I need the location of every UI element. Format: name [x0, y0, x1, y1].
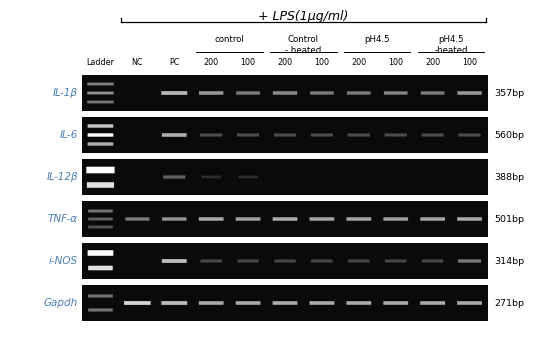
FancyBboxPatch shape	[201, 176, 221, 179]
Bar	[82, 159, 488, 195]
Text: TNF-α: TNF-α	[48, 214, 78, 224]
Text: 314bp: 314bp	[494, 256, 524, 266]
Text: 501bp: 501bp	[494, 214, 524, 223]
Text: 388bp: 388bp	[494, 173, 524, 182]
FancyBboxPatch shape	[348, 133, 370, 136]
FancyBboxPatch shape	[420, 217, 445, 221]
FancyBboxPatch shape	[161, 91, 187, 95]
FancyBboxPatch shape	[199, 91, 224, 95]
Text: 100: 100	[462, 58, 477, 67]
FancyBboxPatch shape	[385, 260, 407, 262]
FancyBboxPatch shape	[309, 217, 334, 221]
Text: 200: 200	[278, 58, 293, 67]
FancyBboxPatch shape	[274, 260, 296, 262]
FancyBboxPatch shape	[311, 133, 333, 136]
Text: Gapdh: Gapdh	[44, 298, 78, 308]
FancyBboxPatch shape	[87, 142, 113, 146]
FancyBboxPatch shape	[347, 217, 371, 221]
FancyBboxPatch shape	[88, 226, 113, 228]
Text: 100: 100	[388, 58, 403, 67]
FancyBboxPatch shape	[457, 301, 482, 305]
FancyBboxPatch shape	[162, 259, 187, 263]
Text: 200: 200	[351, 58, 366, 67]
Text: 357bp: 357bp	[494, 88, 524, 97]
Text: pH4.5
-heated: pH4.5 -heated	[434, 35, 468, 55]
FancyBboxPatch shape	[235, 217, 260, 221]
Text: Ladder: Ladder	[86, 58, 114, 67]
FancyBboxPatch shape	[347, 91, 370, 95]
FancyBboxPatch shape	[88, 294, 113, 298]
FancyBboxPatch shape	[88, 308, 113, 311]
FancyBboxPatch shape	[238, 260, 259, 262]
FancyBboxPatch shape	[87, 182, 114, 188]
Bar	[82, 243, 488, 279]
Bar	[82, 75, 488, 111]
Text: 200: 200	[204, 58, 219, 67]
FancyBboxPatch shape	[457, 217, 482, 221]
FancyBboxPatch shape	[273, 217, 298, 221]
FancyBboxPatch shape	[420, 301, 445, 305]
FancyBboxPatch shape	[88, 218, 113, 220]
FancyBboxPatch shape	[237, 133, 259, 136]
FancyBboxPatch shape	[199, 301, 224, 305]
Text: PC: PC	[169, 58, 179, 67]
FancyBboxPatch shape	[199, 217, 224, 221]
Text: pH4.5: pH4.5	[364, 35, 390, 44]
FancyBboxPatch shape	[311, 260, 333, 262]
FancyBboxPatch shape	[235, 301, 260, 305]
FancyBboxPatch shape	[200, 133, 222, 136]
FancyBboxPatch shape	[87, 101, 114, 103]
FancyBboxPatch shape	[274, 133, 296, 136]
FancyBboxPatch shape	[383, 217, 408, 221]
Bar	[82, 201, 488, 237]
FancyBboxPatch shape	[200, 260, 222, 262]
FancyBboxPatch shape	[124, 301, 151, 305]
FancyBboxPatch shape	[163, 175, 185, 179]
Text: 271bp: 271bp	[494, 299, 524, 308]
FancyBboxPatch shape	[162, 133, 187, 137]
FancyBboxPatch shape	[236, 91, 260, 95]
Text: 200: 200	[425, 58, 440, 67]
FancyBboxPatch shape	[87, 124, 113, 128]
FancyBboxPatch shape	[309, 301, 334, 305]
FancyBboxPatch shape	[422, 260, 443, 262]
FancyBboxPatch shape	[421, 91, 444, 95]
FancyBboxPatch shape	[125, 218, 150, 221]
Text: i-NOS: i-NOS	[49, 256, 78, 266]
Bar	[82, 117, 488, 153]
FancyBboxPatch shape	[383, 301, 408, 305]
Text: Control
- heated: Control - heated	[285, 35, 322, 55]
FancyBboxPatch shape	[310, 91, 334, 95]
FancyBboxPatch shape	[384, 133, 407, 136]
FancyBboxPatch shape	[384, 91, 408, 95]
FancyBboxPatch shape	[88, 266, 113, 270]
Text: NC: NC	[132, 58, 143, 67]
Text: control: control	[215, 35, 245, 44]
FancyBboxPatch shape	[458, 259, 481, 263]
FancyBboxPatch shape	[457, 91, 482, 95]
FancyBboxPatch shape	[87, 82, 114, 85]
FancyBboxPatch shape	[347, 301, 371, 305]
Text: 560bp: 560bp	[494, 130, 524, 140]
FancyBboxPatch shape	[348, 260, 369, 262]
FancyBboxPatch shape	[87, 92, 114, 94]
FancyBboxPatch shape	[458, 133, 481, 136]
FancyBboxPatch shape	[87, 133, 113, 137]
FancyBboxPatch shape	[87, 250, 113, 256]
Text: 100: 100	[241, 58, 255, 67]
Text: IL-6: IL-6	[59, 130, 78, 140]
FancyBboxPatch shape	[273, 91, 297, 95]
FancyBboxPatch shape	[162, 217, 186, 221]
FancyBboxPatch shape	[86, 167, 114, 173]
Text: 100: 100	[314, 58, 329, 67]
Bar	[82, 285, 488, 321]
FancyBboxPatch shape	[161, 301, 187, 305]
Text: IL-12β: IL-12β	[46, 172, 78, 182]
FancyBboxPatch shape	[239, 176, 258, 179]
Text: IL-1β: IL-1β	[53, 88, 78, 98]
FancyBboxPatch shape	[422, 133, 444, 136]
Text: + LPS(1μg/ml): + LPS(1μg/ml)	[258, 10, 349, 23]
FancyBboxPatch shape	[88, 209, 113, 212]
FancyBboxPatch shape	[273, 301, 298, 305]
